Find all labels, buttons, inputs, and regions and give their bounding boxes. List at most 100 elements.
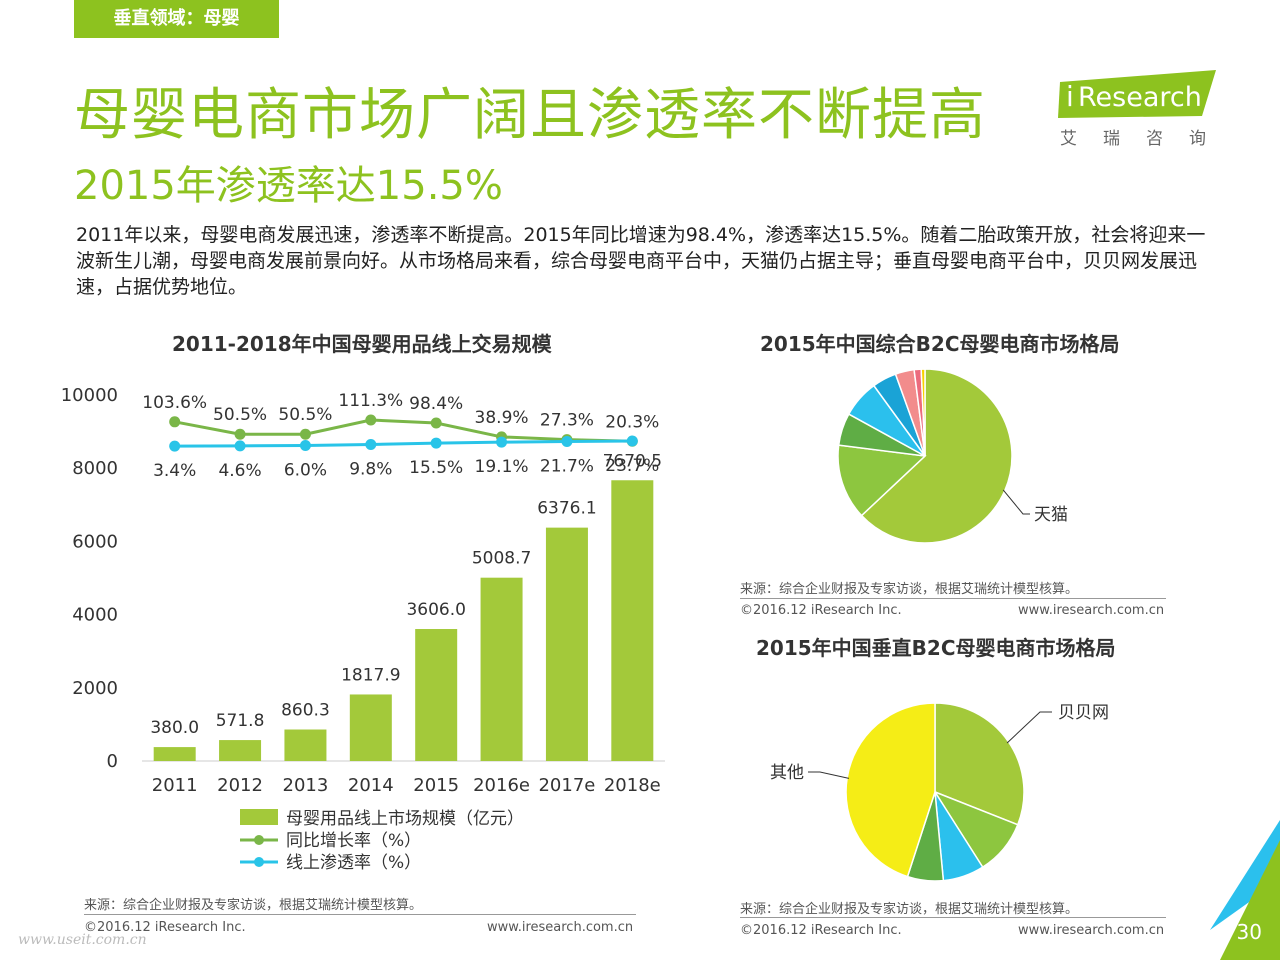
right-bottom-website: www.iresearch.com.cn <box>1018 923 1165 938</box>
legend-bar-swatch <box>240 809 278 825</box>
x-tick-label: 2014 <box>348 775 394 796</box>
logo-wordmark: Research <box>1078 82 1202 113</box>
section-tag: 垂直领域：母婴 <box>74 0 279 38</box>
penetration-point <box>561 436 573 448</box>
bar <box>611 480 654 761</box>
logo-chinese-name: 艾瑞咨询 <box>1060 129 1232 149</box>
growth-rate-label: 20.3% <box>605 412 659 432</box>
bar <box>284 729 327 761</box>
x-tick-label: 2016e <box>473 775 530 796</box>
left-website: www.iresearch.com.cn <box>487 920 634 935</box>
bar <box>480 577 523 761</box>
bar-value-label: 6376.1 <box>537 499 596 519</box>
penetration-line <box>174 439 633 448</box>
legend-growth-label: 同比增长率（%） <box>286 831 421 851</box>
pie-leader-line <box>1006 711 1052 744</box>
intro-paragraph: 2011年以来，母婴电商发展迅速，渗透率不断提高。2015年同比增速为98.4%… <box>76 224 1206 298</box>
pie-leader-line <box>808 771 850 779</box>
pie-slice-label: 天猫 <box>1034 505 1068 525</box>
penetration-label: 4.6% <box>218 461 261 481</box>
pie-chart-comprehensive: 天猫 <box>837 368 1068 544</box>
pie2-title: 2015年中国垂直B2C母婴电商市场格局 <box>756 636 1116 660</box>
right-top-source-note: 来源：综合企业财报及专家访谈，根据艾瑞统计模型核算。 <box>740 582 1079 597</box>
penetration-point <box>365 439 377 451</box>
growth-rate-label: 38.9% <box>475 408 529 428</box>
growth-rate-point <box>430 417 442 429</box>
pie-slice <box>920 368 926 457</box>
bar-line-chart: 0 2000 4000 6000 8000 10000 380.0 2011 571.8 2012… <box>61 385 665 873</box>
penetration-label: 21.7% <box>540 457 594 477</box>
bar-chart-title: 2011-2018年中国母婴用品线上交易规模 <box>172 332 552 356</box>
bar-value-label: 1817.9 <box>341 665 400 685</box>
left-divider <box>84 914 636 915</box>
growth-rate-label: 98.4% <box>409 394 463 414</box>
corner-decoration <box>1210 820 1280 960</box>
x-tick-label: 2012 <box>217 775 263 796</box>
bar-value-label: 380.0 <box>150 718 199 738</box>
penetration-point <box>626 435 638 447</box>
bar-value-label: 3606.0 <box>406 600 465 620</box>
logo-bg <box>1058 70 1216 118</box>
penetration-point <box>299 439 311 451</box>
pie-slice <box>837 444 927 517</box>
bar-value-label: 7670.5 <box>603 451 662 471</box>
y-tick-label: 8000 <box>72 458 118 479</box>
corner-blue-shape <box>1210 820 1280 930</box>
right-bottom-source-note: 来源：综合企业财报及专家访谈，根据艾瑞统计模型核算。 <box>740 902 1079 917</box>
left-source-note: 来源：综合企业财报及专家访谈，根据艾瑞统计模型核算。 <box>84 898 423 913</box>
penetration-point <box>169 440 181 452</box>
bar <box>415 629 458 761</box>
page-subtitle: 2015年渗透率达15.5% <box>74 163 503 209</box>
x-tick-label: 2017e <box>538 775 595 796</box>
bar-value-label: 571.8 <box>216 711 265 731</box>
growth-rate-label: 50.5% <box>278 405 332 425</box>
logo-i: i <box>1066 80 1074 113</box>
bar <box>349 694 392 761</box>
y-tick-label: 2000 <box>72 678 118 699</box>
growth-rate-label: 27.3% <box>540 411 594 431</box>
growth-rate-point <box>234 428 246 440</box>
penetration-point <box>234 440 246 452</box>
legend-penetration-marker <box>254 857 264 867</box>
page-number: 30 <box>1236 920 1262 944</box>
x-tick-label: 2018e <box>604 775 661 796</box>
right-top-website: www.iresearch.com.cn <box>1018 603 1165 618</box>
pie-leader-line <box>1002 489 1030 515</box>
bar <box>153 747 196 761</box>
growth-rate-line <box>174 418 633 443</box>
logo-graphic: i Research <box>1058 70 1216 118</box>
penetration-label: 15.5% <box>409 458 463 478</box>
pie-slice-label: 贝贝网 <box>1058 703 1109 723</box>
legend-penetration-label: 线上渗透率（%） <box>286 853 421 873</box>
right-bottom-copyright: ©2016.12 iResearch Inc. <box>740 923 902 938</box>
right-top-copyright: ©2016.12 iResearch Inc. <box>740 603 902 618</box>
watermark: www.useit.com.cn <box>18 932 147 948</box>
penetration-label: 3.4% <box>153 461 196 481</box>
bar-value-label: 5008.7 <box>472 549 531 569</box>
penetration-point <box>430 437 442 449</box>
penetration-label: 9.8% <box>349 460 392 480</box>
growth-rate-label: 103.6% <box>142 393 207 413</box>
x-tick-label: 2015 <box>413 775 459 796</box>
right-bottom-divider <box>740 917 1166 918</box>
right-top-divider <box>740 598 1166 599</box>
iresearch-logo: i Research <box>1056 68 1216 124</box>
pie1-title: 2015年中国综合B2C母婴电商市场格局 <box>760 332 1120 356</box>
legend-growth-marker <box>254 835 264 845</box>
growth-rate-point <box>299 428 311 440</box>
legend-bar-label: 母婴用品线上市场规模（亿元） <box>286 809 524 829</box>
left-copyright: ©2016.12 iResearch Inc. <box>84 920 246 935</box>
y-tick-label: 6000 <box>72 531 118 552</box>
y-tick-label: 10000 <box>61 385 118 406</box>
corner-green-shape <box>1220 840 1280 960</box>
penetration-label: 6.0% <box>284 460 327 480</box>
pie-slice-label: 其他 <box>770 763 804 783</box>
y-tick-label: 4000 <box>72 605 118 626</box>
x-tick-label: 2013 <box>283 775 329 796</box>
bar-value-label: 860.3 <box>281 701 330 721</box>
bar <box>219 740 262 761</box>
growth-rate-label: 111.3% <box>338 391 403 411</box>
penetration-point <box>496 436 508 448</box>
pie-slice <box>860 368 1013 544</box>
